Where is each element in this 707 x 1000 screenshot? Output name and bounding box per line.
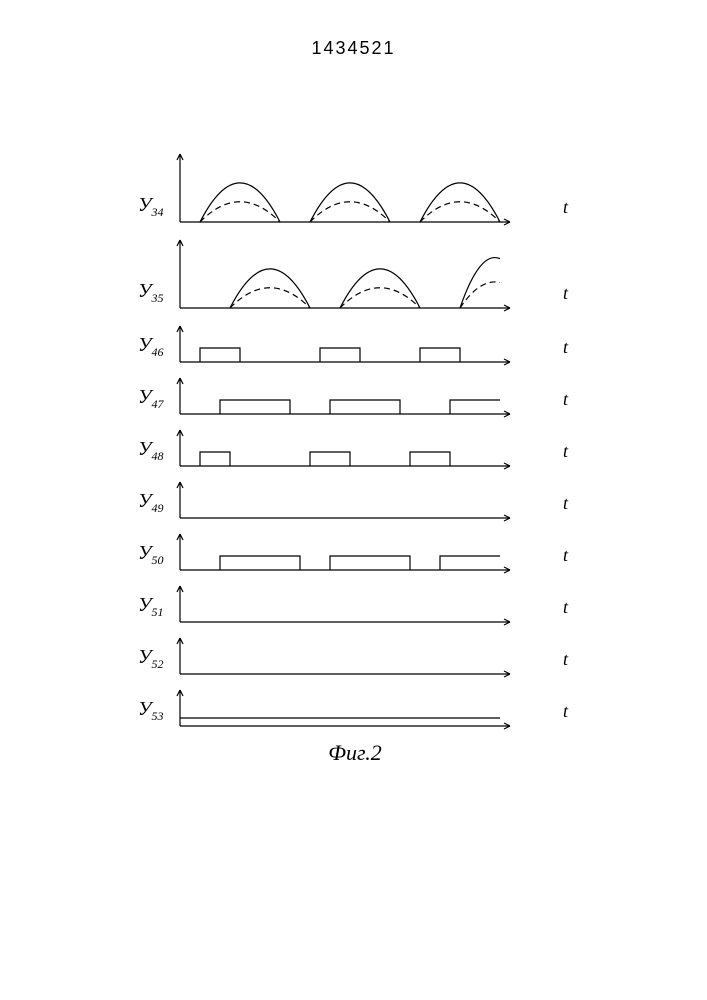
y-axis-label: У53	[138, 698, 163, 724]
y-axis-label: У51	[138, 594, 163, 620]
y-axis-label: У35	[138, 280, 163, 306]
y-axis-label: У48	[138, 438, 163, 464]
trace-y46: У46t	[150, 322, 560, 368]
x-axis-label: t	[563, 337, 568, 358]
x-axis-label: t	[563, 597, 568, 618]
x-axis-label: t	[563, 389, 568, 410]
trace-y47: У47t	[150, 374, 560, 420]
y-axis-label: У49	[138, 490, 163, 516]
trace-plot	[150, 374, 524, 420]
trace-y48: У48t	[150, 426, 560, 472]
x-axis-label: t	[563, 545, 568, 566]
trace-y52: У52t	[150, 634, 560, 680]
y-axis-label: У47	[138, 386, 163, 412]
page-number: 1434521	[0, 38, 707, 59]
y-axis-label: У46	[138, 334, 163, 360]
trace-plot	[150, 236, 524, 314]
x-axis-label: t	[563, 283, 568, 304]
trace-plot	[150, 530, 524, 576]
trace-plot	[150, 322, 524, 368]
y-axis-label: У34	[138, 194, 163, 220]
x-axis-label: t	[563, 649, 568, 670]
trace-y34: У34t	[150, 150, 560, 228]
x-axis-label: t	[563, 441, 568, 462]
y-axis-label: У50	[138, 542, 163, 568]
x-axis-label: t	[563, 197, 568, 218]
trace-plot	[150, 426, 524, 472]
trace-y49: У49t	[150, 478, 560, 524]
trace-plot	[150, 686, 524, 732]
figure-caption: Фиг.2	[150, 740, 560, 766]
timing-diagram-figure: У34t У35t У46t У47t У48t У49t У50t У51t У52t У53t…	[150, 150, 560, 766]
trace-plot	[150, 582, 524, 628]
x-axis-label: t	[563, 493, 568, 514]
trace-y50: У50t	[150, 530, 560, 576]
trace-y51: У51t	[150, 582, 560, 628]
y-axis-label: У52	[138, 646, 163, 672]
trace-y53: У53t	[150, 686, 560, 732]
page: 1434521 У34tУ35tУ46tУ47tУ48tУ49tУ50tУ51t…	[0, 0, 707, 1000]
x-axis-label: t	[563, 701, 568, 722]
trace-plot	[150, 478, 524, 524]
trace-plot	[150, 634, 524, 680]
trace-plot	[150, 150, 524, 228]
trace-y35: У35t	[150, 236, 560, 314]
